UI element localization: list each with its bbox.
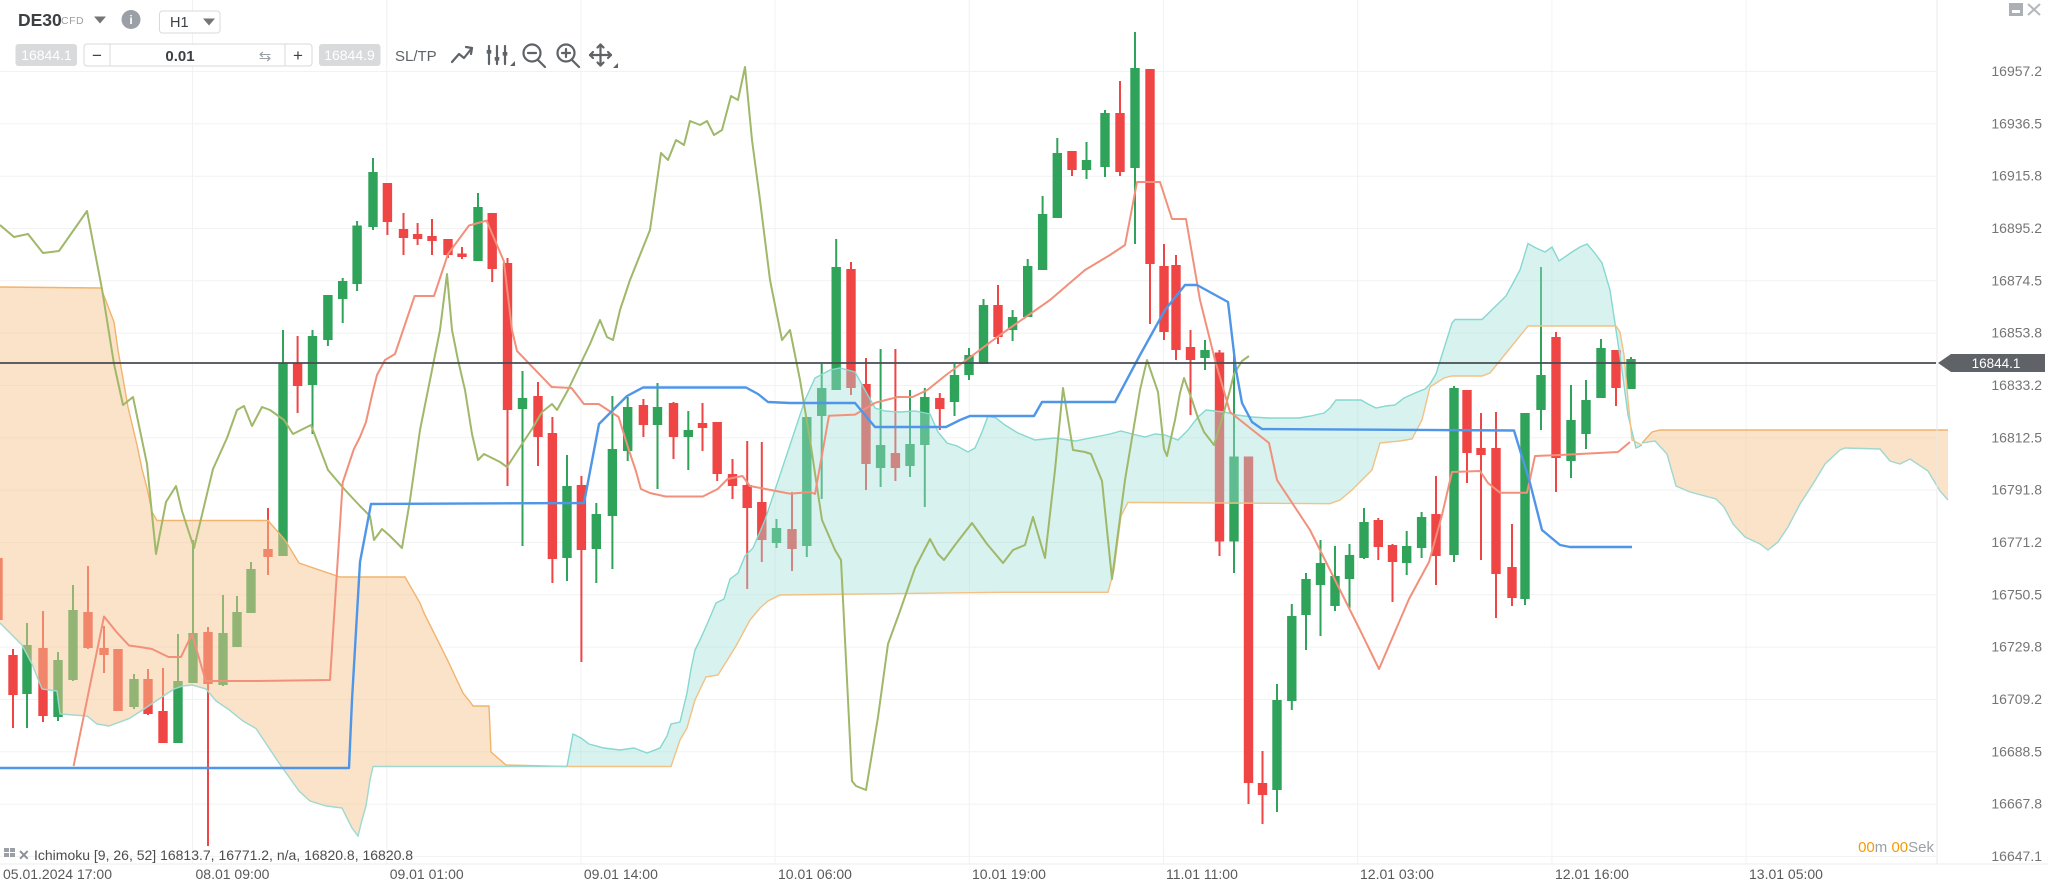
svg-text:16771.2: 16771.2 — [1991, 534, 2042, 550]
svg-text:H1: H1 — [170, 15, 189, 31]
svg-text:12.01 03:00: 12.01 03:00 — [1360, 866, 1434, 882]
svg-text:16895.2: 16895.2 — [1991, 220, 2042, 236]
svg-text:SL/TP: SL/TP — [395, 48, 437, 65]
svg-text:12.01 16:00: 12.01 16:00 — [1555, 866, 1629, 882]
svg-text:16915.8: 16915.8 — [1991, 168, 2042, 184]
svg-text:16844.1: 16844.1 — [1972, 356, 2021, 371]
svg-text:11.01 11:00: 11.01 11:00 — [1166, 866, 1238, 882]
svg-text:10.01 19:00: 10.01 19:00 — [972, 866, 1046, 882]
svg-text:10.01 06:00: 10.01 06:00 — [778, 866, 852, 882]
svg-text:−: − — [92, 46, 102, 65]
svg-text:0.01: 0.01 — [165, 48, 194, 65]
svg-text:00m 00Sek: 00m 00Sek — [1858, 839, 1934, 856]
svg-text:09.01 01:00: 09.01 01:00 — [390, 866, 464, 882]
svg-text:16667.8: 16667.8 — [1991, 796, 2042, 812]
svg-text:Ichimoku [9, 26, 52] 16813.7,: Ichimoku [9, 26, 52] 16813.7, 16771.2, n… — [34, 847, 413, 863]
svg-text:16647.1: 16647.1 — [1991, 848, 2042, 864]
svg-text:i: i — [129, 13, 132, 27]
svg-text:16812.5: 16812.5 — [1991, 429, 2042, 445]
svg-text:✕: ✕ — [18, 847, 30, 863]
svg-text:16936.5: 16936.5 — [1991, 115, 2042, 131]
svg-text:08.01 09:00: 08.01 09:00 — [196, 866, 270, 882]
svg-text:CFD: CFD — [61, 15, 84, 27]
svg-text:13.01 05:00: 13.01 05:00 — [1749, 866, 1823, 882]
svg-text:16874.5: 16874.5 — [1991, 272, 2042, 288]
svg-text:16709.2: 16709.2 — [1991, 691, 2042, 707]
svg-text:+: + — [293, 46, 303, 65]
svg-text:16844.9: 16844.9 — [324, 47, 375, 63]
svg-text:05.01.2024 17:00: 05.01.2024 17:00 — [3, 866, 112, 882]
svg-text:16750.5: 16750.5 — [1991, 586, 2042, 602]
svg-text:16853.8: 16853.8 — [1991, 325, 2042, 341]
svg-text:16957.2: 16957.2 — [1991, 63, 2042, 79]
svg-text:16833.2: 16833.2 — [1991, 377, 2042, 393]
svg-text:⇆: ⇆ — [259, 48, 272, 65]
svg-text:09.01 14:00: 09.01 14:00 — [584, 866, 658, 882]
svg-text:16688.5: 16688.5 — [1991, 743, 2042, 759]
svg-text:DE30: DE30 — [18, 10, 62, 30]
svg-text:16791.8: 16791.8 — [1991, 482, 2042, 498]
svg-text:16729.8: 16729.8 — [1991, 639, 2042, 655]
svg-text:16844.1: 16844.1 — [21, 47, 72, 63]
